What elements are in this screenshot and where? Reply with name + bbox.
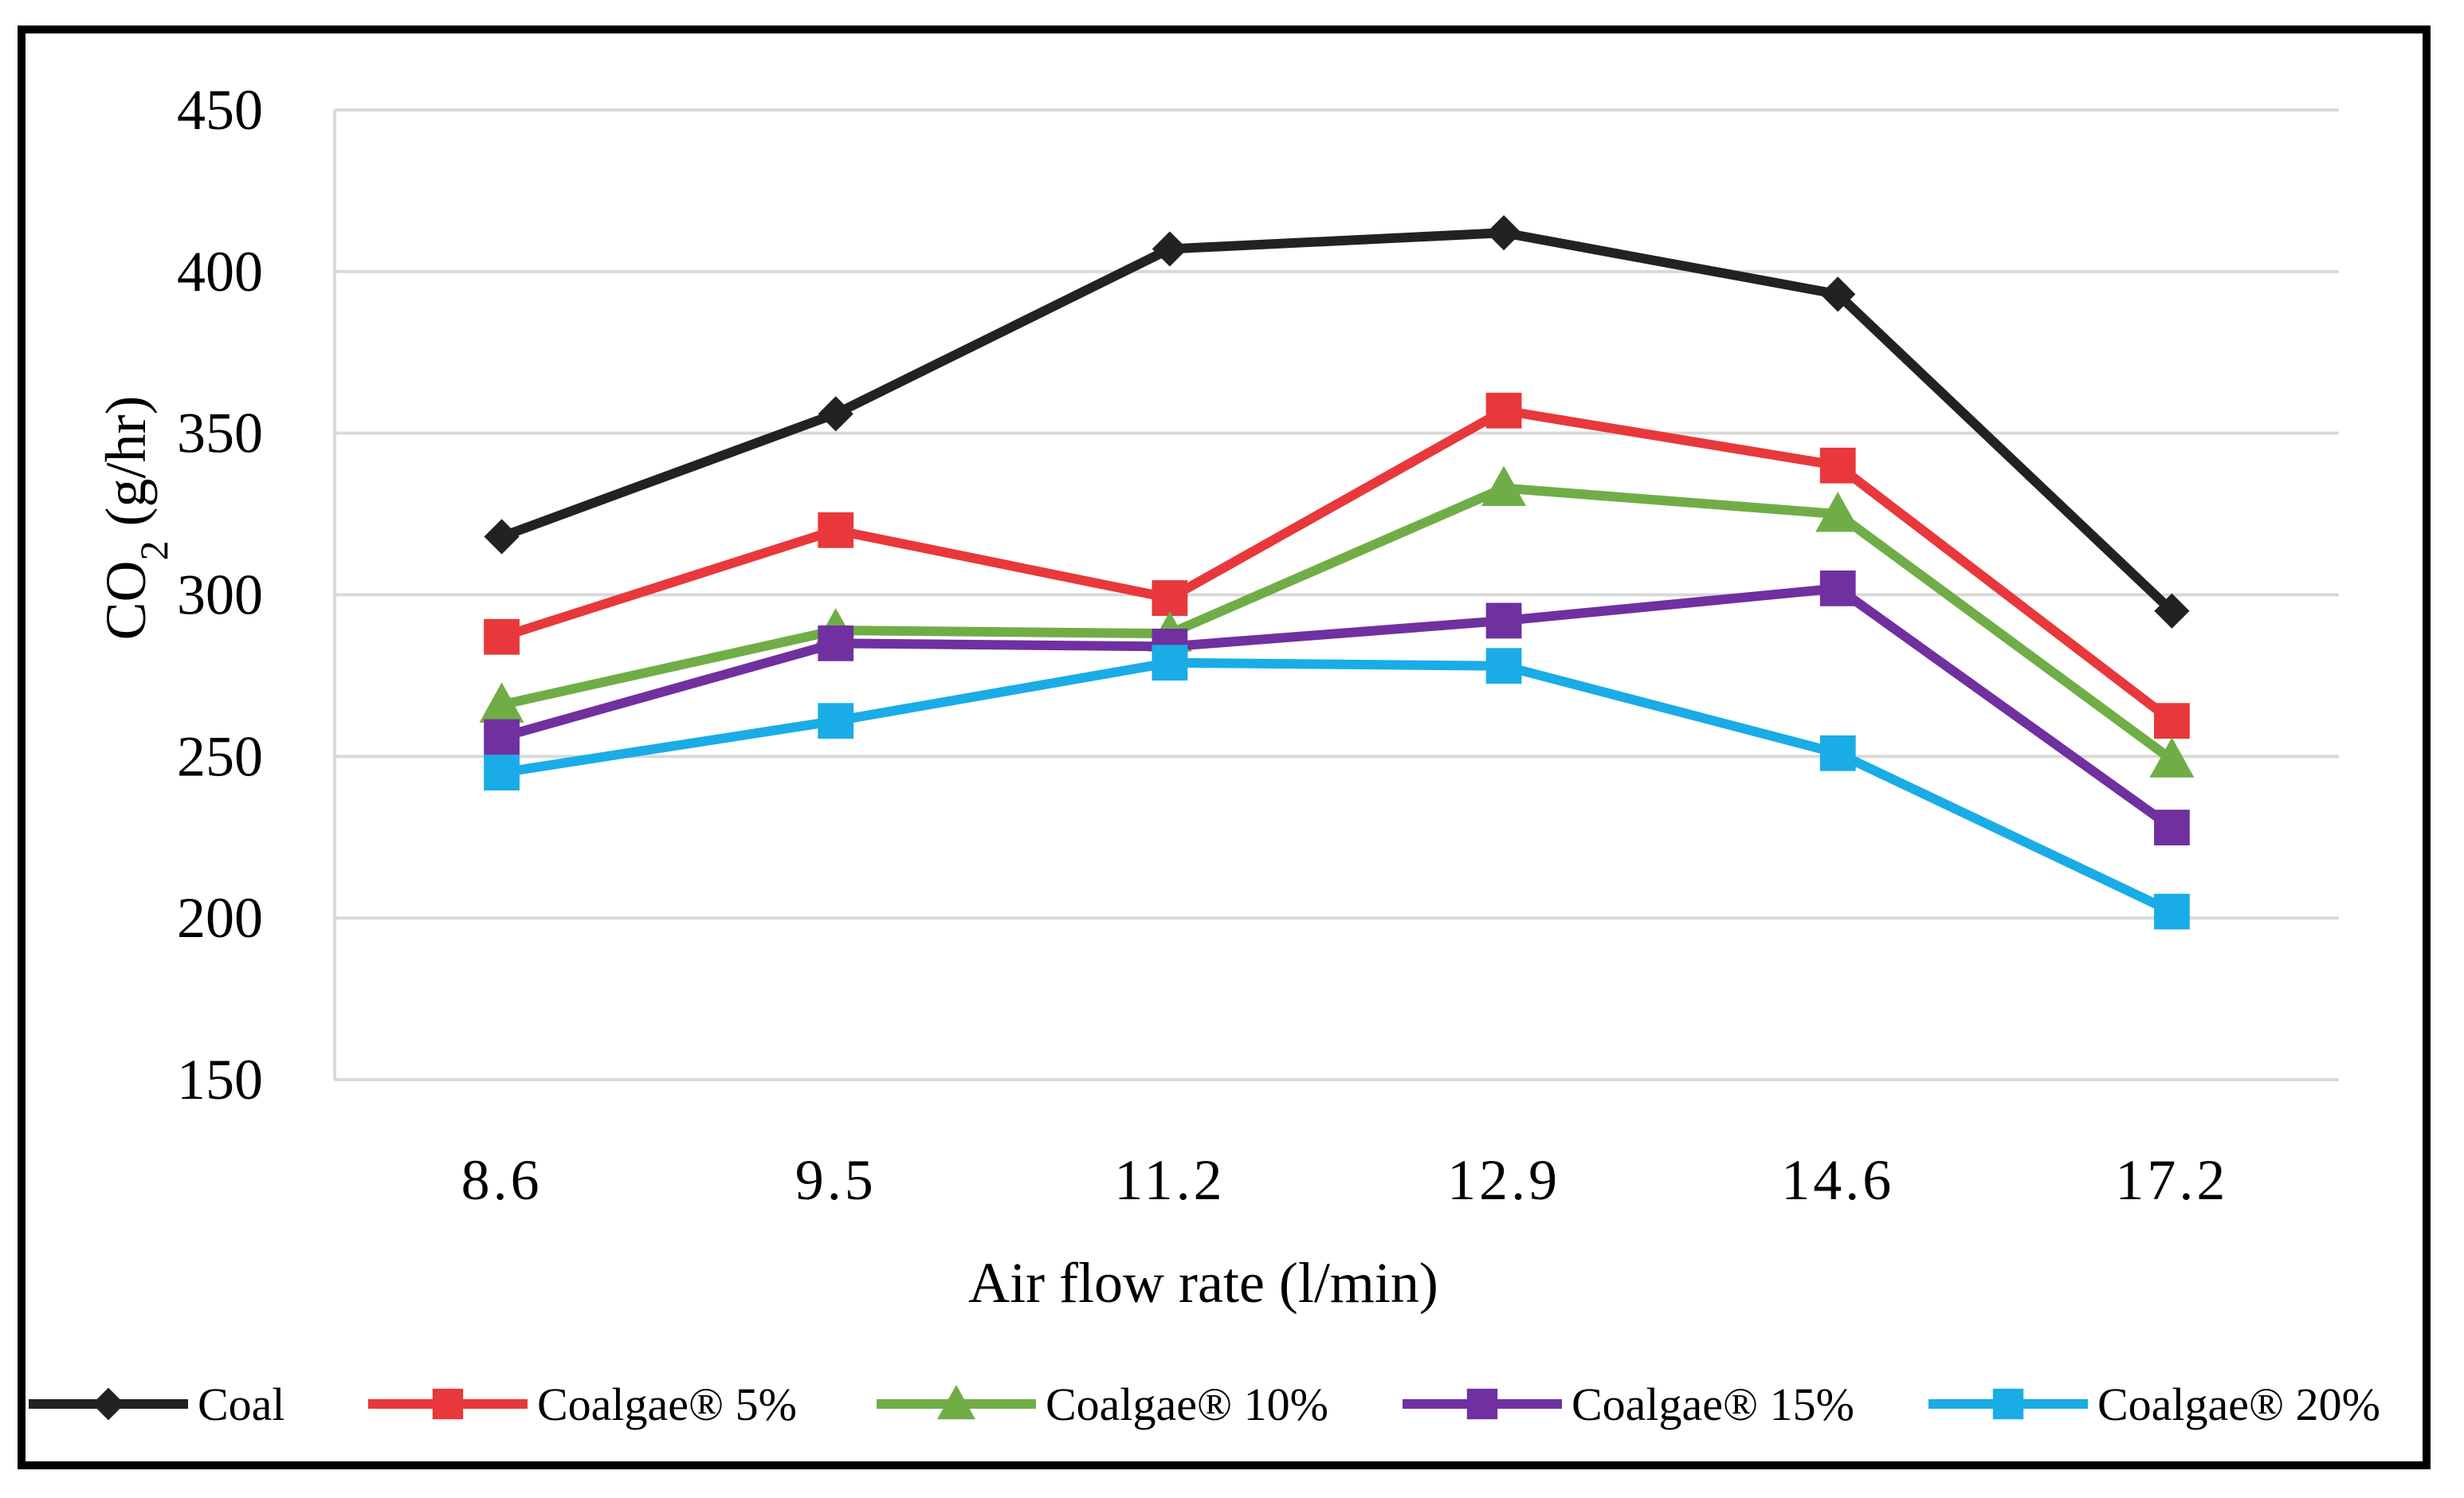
legend-label: Coalgae® 20% xyxy=(2097,1378,2380,1430)
x-axis-ticks: 8.6 9.5 11.2 12.9 14.6 17.2 xyxy=(461,1148,2228,1212)
legend-label: Coalgae® 10% xyxy=(1046,1378,1328,1430)
y-tick-label: 200 xyxy=(177,886,263,950)
legend-item: Coalgae® 5% xyxy=(368,1378,797,1430)
legend-label: Coal xyxy=(198,1378,285,1430)
y-tick-label: 150 xyxy=(177,1048,263,1112)
data-point xyxy=(1152,645,1188,681)
series-line xyxy=(500,406,2176,725)
series-1 xyxy=(484,215,2190,629)
legend-label: Coalgae® 15% xyxy=(1571,1378,1854,1430)
y-axis-title-sub: 2 xyxy=(131,540,176,560)
data-point xyxy=(1819,570,1856,606)
data-point xyxy=(818,625,854,661)
x-axis-title: Air flow rate (l/min) xyxy=(968,1251,1438,1315)
y-tick-label: 350 xyxy=(177,402,263,465)
y-axis-ticks: 150 200 250 300 350 400 450 xyxy=(177,78,263,1112)
legend-marker xyxy=(432,1388,464,1420)
y-axis-title-units: (g/hr) xyxy=(94,396,158,541)
x-tick-label: 17.2 xyxy=(2115,1148,2228,1212)
legend-marker xyxy=(937,1385,975,1420)
data-point xyxy=(818,396,853,432)
y-tick-label: 250 xyxy=(177,724,263,788)
data-point xyxy=(2154,810,2190,845)
data-point xyxy=(1820,276,1856,312)
gridlines xyxy=(333,108,2339,1081)
series-4 xyxy=(484,570,2190,845)
series-3 xyxy=(479,465,2195,778)
data-point xyxy=(818,512,854,548)
data-point xyxy=(818,703,854,739)
series-group xyxy=(479,215,2195,930)
legend-marker xyxy=(92,1387,125,1421)
chart-frame xyxy=(18,25,2431,1469)
data-point xyxy=(484,618,520,655)
legend-item: Coal xyxy=(29,1378,285,1430)
legend-marker xyxy=(1466,1388,1498,1420)
x-tick-label: 14.6 xyxy=(1781,1148,1894,1212)
y-tick-label: 300 xyxy=(177,563,263,627)
legend-marker xyxy=(1992,1388,2024,1420)
data-point xyxy=(484,719,520,755)
y-axis-title-main: CO xyxy=(94,560,158,640)
legend-label: Coalgae® 5% xyxy=(537,1378,797,1430)
y-axis-title: CO2 (g/hr) xyxy=(94,396,176,641)
data-point xyxy=(1485,648,1522,684)
data-point xyxy=(1819,447,1856,484)
data-point xyxy=(1819,735,1856,771)
x-tick-label: 9.5 xyxy=(795,1148,877,1212)
series-line xyxy=(500,228,2176,615)
legend-item: Coalgae® 10% xyxy=(877,1378,1328,1430)
series-line xyxy=(500,483,2175,764)
legend-item: Coalgae® 15% xyxy=(1403,1378,1854,1430)
data-point xyxy=(1485,392,1522,429)
data-point xyxy=(484,755,520,791)
data-point xyxy=(1485,602,1522,639)
data-point xyxy=(2154,593,2190,629)
x-tick-label: 8.6 xyxy=(461,1148,543,1212)
legend: Coal Coalgae® 5% Coalgae® 10% Coalgae® 15% C… xyxy=(29,1378,2380,1430)
y-tick-label: 400 xyxy=(177,240,263,304)
series-line xyxy=(500,657,2174,916)
series-5 xyxy=(484,645,2190,930)
data-point xyxy=(1152,580,1188,616)
data-point xyxy=(1815,492,1861,532)
series-line xyxy=(500,583,2175,832)
data-point xyxy=(1481,465,1527,507)
data-point xyxy=(2149,737,2195,778)
series-2 xyxy=(484,392,2190,739)
y-tick-label: 450 xyxy=(177,78,263,142)
x-tick-label: 11.2 xyxy=(1114,1148,1225,1212)
data-point xyxy=(484,519,520,555)
data-point xyxy=(479,682,524,723)
data-point xyxy=(1152,231,1188,267)
data-point xyxy=(1485,215,1522,251)
data-point xyxy=(2154,893,2190,930)
x-tick-label: 12.9 xyxy=(1447,1148,1560,1212)
legend-item: Coalgae® 20% xyxy=(1928,1378,2380,1430)
data-point xyxy=(2154,703,2190,739)
